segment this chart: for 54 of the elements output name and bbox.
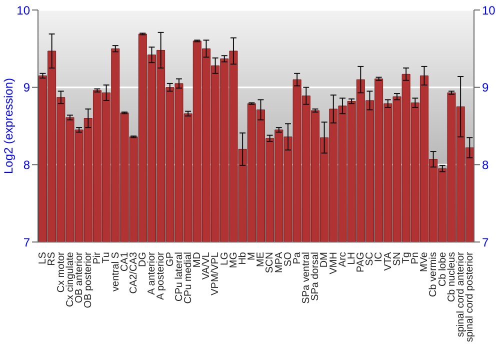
x-tick-label: MG: [228, 252, 240, 268]
x-tick-label: Cx cingulate: [64, 252, 76, 308]
x-tick-label: Tg: [400, 252, 412, 264]
x-tick-label: VPM/VPL: [210, 252, 222, 296]
x-tick-label: MPA: [274, 252, 285, 273]
x-tick-label: Arc: [337, 252, 348, 267]
x-tick-label: LG: [219, 252, 230, 266]
x-tick-label: OB posterior: [83, 251, 94, 308]
y2-tick-label: 9: [482, 80, 489, 95]
x-tick-label: CA1: [119, 252, 130, 272]
y2-tick-label: 10: [482, 3, 496, 18]
x-tick-label: Pn: [410, 252, 422, 264]
x-tick-label: Pa: [292, 252, 303, 264]
x-tick-label: CA2/CA3: [128, 252, 140, 294]
x-tick-label: CPu lateral: [174, 252, 185, 302]
x-tick-label: RS: [46, 252, 58, 266]
x-tick-label: VMH: [328, 252, 340, 274]
y2-tick-label: 8: [482, 158, 489, 172]
y-tick-label: 10: [16, 3, 30, 18]
y2-tick-label: 7: [482, 235, 489, 250]
x-tick-label: Hb: [237, 252, 248, 265]
x-tick-label: M: [246, 252, 258, 260]
x-tick-label: PAG: [356, 252, 367, 272]
x-tick-label: IC: [374, 252, 385, 262]
x-tick-label: SO: [282, 252, 294, 266]
x-tick-label: DG: [138, 252, 149, 267]
x-tick-label: Cb nucleus: [446, 252, 458, 302]
x-tick-label: CPu medial: [182, 252, 194, 304]
x-tick-label: A posterior: [156, 251, 167, 300]
x-tick-label: LH: [346, 252, 358, 265]
x-tick-label: ventral S: [110, 252, 122, 292]
x-tick-label: GP: [164, 252, 176, 266]
y-tick-label: 9: [23, 80, 30, 95]
x-tick-label: SPa dorsal: [310, 252, 322, 301]
x-tick-label: Cb lobe: [437, 252, 448, 286]
x-tick-label: MVe: [419, 252, 430, 272]
x-tick-label: spinal cord anterior: [455, 251, 466, 338]
y-tick-label: 7: [23, 235, 30, 250]
x-tick-label: spinal cord posterior: [464, 251, 476, 342]
y-tick-label: 8: [23, 158, 30, 172]
x-tick-label: DM: [319, 252, 330, 268]
x-tick-label: Pir: [92, 251, 104, 264]
x-tick-label: A anterior: [146, 251, 158, 295]
x-tick-label: VTA: [382, 252, 394, 271]
x-tick-label: Cx motor: [56, 251, 67, 293]
x-tick-label: SCN: [264, 252, 276, 274]
x-tick-label: SN: [392, 252, 403, 266]
y-axis-title: Log2 (expression): [1, 78, 16, 174]
x-tick-label: Tu: [101, 252, 112, 264]
x-tick-label: OB anterior: [74, 251, 85, 304]
x-tick-label: ME: [256, 252, 267, 267]
x-tick-label: SC: [364, 252, 376, 266]
x-tick-label: LS: [38, 252, 49, 264]
x-tick-label: Cb vermis: [428, 252, 440, 298]
